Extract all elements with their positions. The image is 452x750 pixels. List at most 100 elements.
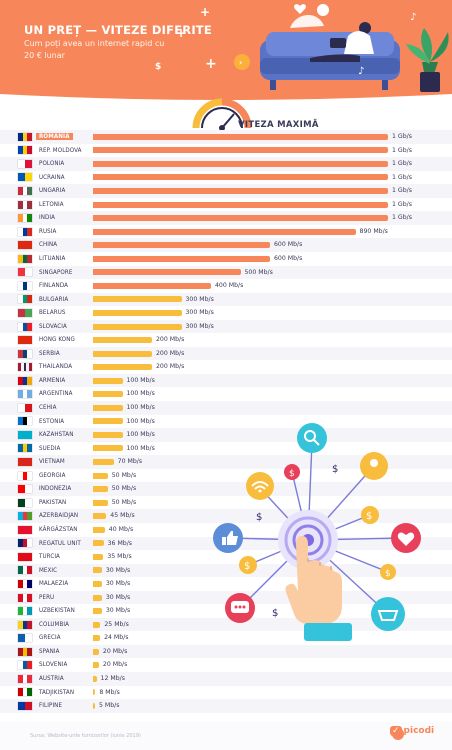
country-label: MALAEZIA (39, 580, 69, 588)
legend-title: VITEZA MAXIMĂ (238, 120, 319, 130)
speed-value-label: 100 Mb/s (126, 417, 155, 425)
speed-value-label: 600 Mb/s (274, 254, 303, 262)
country-label: TADJIKISTAN (39, 688, 75, 696)
country-label: UZBEKISTAN (39, 607, 75, 615)
speed-bar (93, 486, 108, 493)
country-flag-icon (18, 417, 32, 426)
speed-value-label: 300 Mb/s (185, 295, 214, 303)
country-flag-icon (18, 363, 32, 372)
speed-bar (93, 160, 388, 167)
speed-bar (93, 608, 102, 615)
speed-bar (93, 133, 388, 140)
speed-bar (93, 242, 270, 249)
chart-row (0, 672, 452, 686)
country-flag-icon (18, 254, 32, 263)
country-label: KAZAHSTAN (39, 431, 74, 439)
speed-value-label: 50 Mb/s (111, 498, 137, 506)
page-title: UN PREȚ — VITEZE DIFERITE (24, 23, 212, 37)
speed-value-label: 8 Mb/s (99, 688, 120, 696)
speed-bar (93, 228, 356, 235)
country-flag-icon (18, 336, 32, 345)
speed-bar (93, 350, 152, 357)
country-flag-icon (18, 607, 32, 616)
country-flag-icon (18, 661, 32, 670)
svg-text:$: $ (385, 569, 391, 579)
speed-value-label: 20 Mb/s (102, 661, 128, 669)
speed-bar (93, 269, 241, 276)
country-flag-icon (18, 281, 32, 290)
chart-row (0, 279, 452, 293)
speed-bar (93, 648, 99, 655)
country-flag-icon (18, 444, 32, 453)
country-flag-icon (18, 214, 32, 223)
country-label: THAILANDA (39, 363, 73, 371)
speed-value-label: 100 Mb/s (126, 376, 155, 384)
country-label: FILIPINE (39, 702, 63, 710)
country-label: GEORGIA (39, 471, 66, 479)
country-label: UCRAINA (39, 173, 65, 181)
speed-value-label: 100 Mb/s (126, 444, 155, 452)
svg-text:♪: ♪ (410, 12, 416, 23)
speed-bar (93, 404, 123, 411)
country-flag-icon (18, 159, 32, 168)
svg-text:$: $ (244, 561, 250, 572)
country-label: SPANIA (39, 647, 60, 655)
speed-value-label: 100 Mb/s (126, 431, 155, 439)
chart-row (0, 644, 452, 659)
country-flag-icon (18, 390, 32, 399)
speed-value-label: 500 Mb/s (244, 268, 273, 276)
speed-bar (93, 377, 123, 384)
speed-bar (93, 282, 211, 289)
country-flag-icon (18, 701, 32, 710)
speed-value-label: 600 Mb/s (274, 241, 303, 249)
svg-text:$: $ (272, 608, 278, 619)
country-label: LITUANIA (39, 254, 66, 262)
country-flag-icon (18, 146, 32, 155)
country-label: POLONIA (39, 160, 65, 168)
country-label: ROMANIA (36, 133, 73, 140)
country-flag-icon (18, 322, 32, 331)
speed-value-label: 200 Mb/s (156, 336, 185, 344)
country-flag-icon (18, 227, 32, 236)
chart-row (0, 333, 452, 347)
sofa-illustration: › ♪ ♪ (234, 4, 449, 92)
country-label: ARMENIA (39, 376, 66, 384)
country-label: SLOVENIA (39, 661, 68, 669)
country-label: INDONEZIA (39, 485, 72, 493)
speed-bar (93, 215, 388, 222)
footer-band (0, 722, 452, 750)
speed-bar (93, 540, 104, 547)
speed-bar (93, 635, 101, 642)
country-flag-icon (18, 485, 32, 494)
picodi-logo: ✓ picodi (390, 726, 435, 736)
speedometer-icon (192, 98, 252, 130)
country-flag-icon (18, 620, 32, 629)
country-label: CHINA (39, 241, 58, 249)
country-label: COLUMBIA (39, 620, 70, 628)
speed-bar (93, 296, 182, 303)
chart-row (0, 346, 452, 361)
country-flag-icon (18, 579, 32, 588)
speed-value-label: 24 Mb/s (104, 634, 129, 642)
page-subtitle: Cum poți avea un internet rapid cu 20 € … (24, 39, 165, 60)
country-label: TURCIA (39, 553, 60, 561)
country-flag-icon (18, 430, 32, 439)
speed-bar (93, 499, 108, 506)
country-label: PAKISTAN (39, 498, 67, 506)
chart-row (0, 306, 452, 320)
speed-bar (93, 526, 105, 533)
speed-bar (93, 689, 96, 696)
country-label: VIETNAM (39, 458, 65, 466)
speed-value-label: 30 Mb/s (105, 566, 131, 574)
country-flag-icon (18, 376, 32, 385)
speed-bar (93, 201, 388, 208)
country-label: MEXIC (39, 566, 58, 574)
speed-bar (93, 621, 101, 628)
country-label: REP. MOLDOVA (39, 146, 82, 154)
speed-bar (93, 580, 102, 587)
country-label: HONG KONG (39, 336, 75, 344)
svg-text:$: $ (289, 469, 295, 479)
speed-bar (93, 418, 123, 425)
speed-bar (93, 391, 123, 398)
dollar-deco-icon: $ (155, 62, 162, 72)
